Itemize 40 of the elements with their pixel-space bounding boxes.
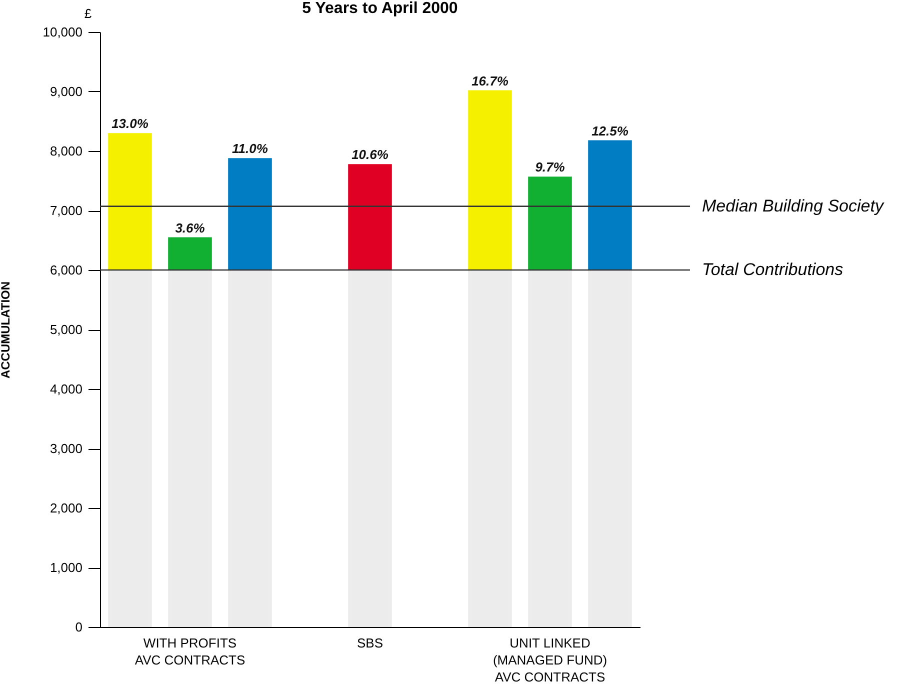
y-tick-label: 0 [75,620,82,634]
annotation: 10.6% [352,147,389,162]
bar [348,164,392,270]
bar [528,176,572,270]
y-tick-label: 4,000 [50,382,82,396]
bar [168,237,212,270]
x-tick-label: UNIT LINKED (MANAGED FUND) AVC CONTRACTS [492,636,608,684]
annotation: 16.7% [472,73,509,88]
chart-title: 5 Years to April 2000 [302,0,458,17]
ref-line-label: Total Contributions [702,260,844,279]
y-tick-label: 9,000 [50,84,82,99]
y-tick-label: 6,000 [50,262,82,278]
bar [468,270,512,627]
annotation: 12.5% [592,123,629,138]
y-tick-label: 8,000 [50,144,82,158]
bar [108,133,152,270]
bar [108,270,152,627]
annotation: 11.0% [232,141,268,156]
y-axis-title: ACCUMULATION [0,281,13,379]
bar [228,270,272,627]
bar [468,90,512,270]
text: £ [84,6,92,21]
annotation: 13.0% [112,116,149,132]
y-tick-label: 2,000 [50,500,82,516]
y-tick-label: 10,000 [42,24,82,40]
y-tick-label: 7,000 [50,203,82,218]
bar [588,140,632,270]
y-tick-label: 5,000 [50,322,82,337]
y-tick-label: 1,000 [50,560,82,575]
annotation: 3.6% [175,220,206,236]
ref-line-label: Median Building Society [702,196,885,216]
annotation: 9.7% [535,160,566,175]
bar [168,270,212,627]
x-tick-label: WITH PROFITS AVC CONTRACTS [134,636,246,668]
y-tick-label: 3,000 [50,441,82,456]
bar [228,158,272,270]
x-tick-label: SBS [356,636,384,650]
bar [528,270,572,627]
bar [588,270,632,627]
bar [348,270,392,627]
